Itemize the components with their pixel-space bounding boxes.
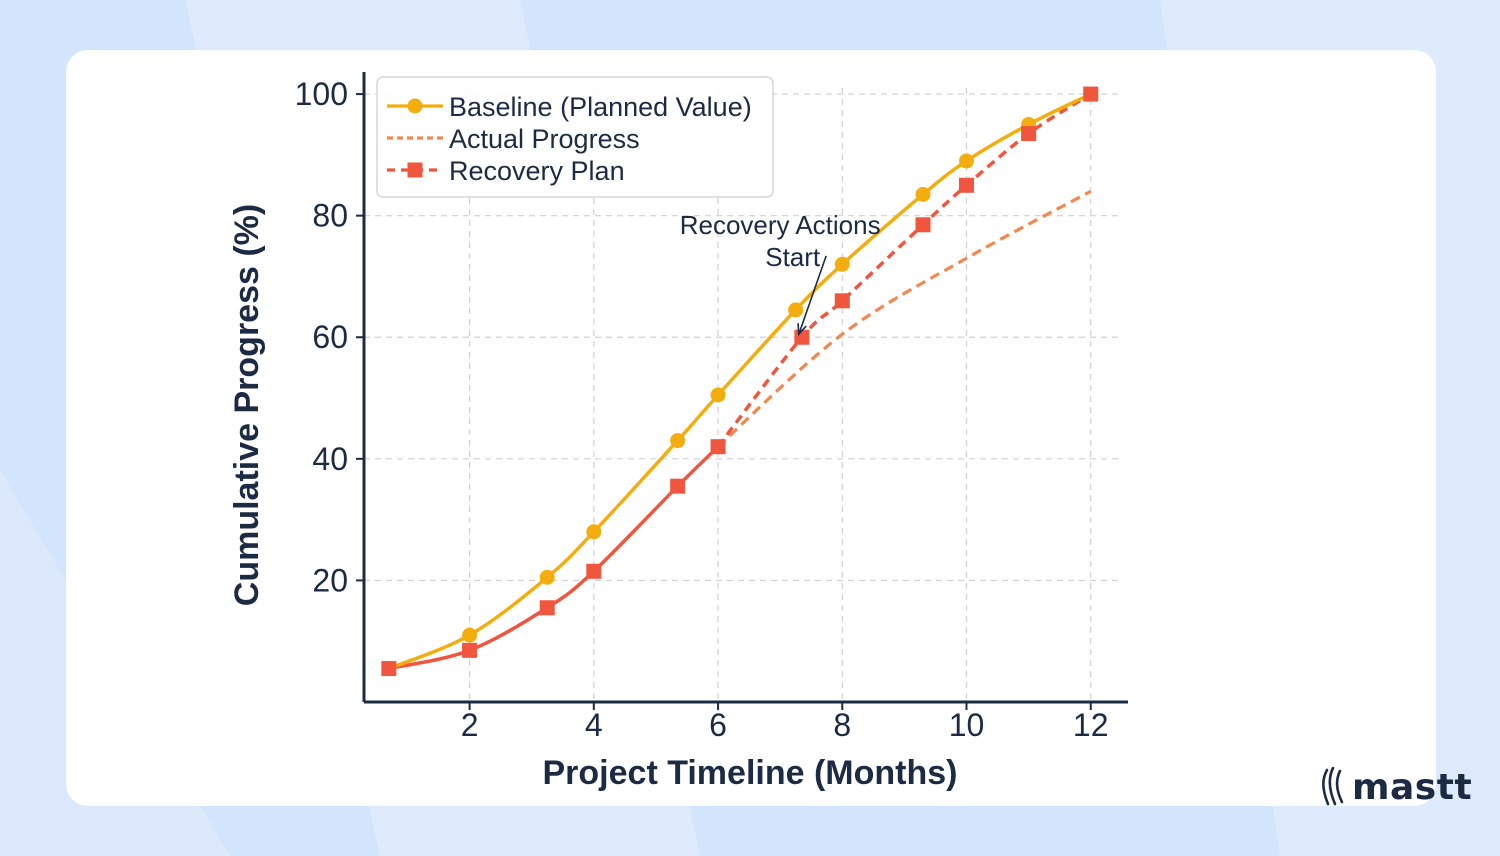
x-tick-label: 2 [461, 707, 479, 743]
x-tick-label: 10 [949, 707, 985, 743]
y-tick-label: 20 [312, 562, 348, 598]
annotation-line: Start [765, 242, 821, 272]
recovery-marker [1021, 126, 1037, 142]
y-tick-label: 80 [312, 198, 348, 234]
baseline-marker [915, 186, 931, 202]
legend-label: Baseline (Planned Value) [449, 92, 752, 122]
annotation-arrow-line [798, 255, 827, 335]
annotation-text: Recovery Actions Start [680, 210, 881, 272]
baseline-marker [788, 302, 804, 318]
actual-marker [710, 439, 726, 455]
annotation-layer: Recovery Actions Start [680, 210, 881, 337]
series-layer [381, 86, 1099, 677]
chart-card: 2 4 6 8 10 12 20 40 60 80 100 Project Timeline (Mon… [66, 50, 1472, 808]
annotation-line: Recovery Actions [680, 210, 881, 240]
legend-swatch-marker [407, 98, 423, 114]
recovery-marker [959, 177, 975, 193]
actual-projection-line [716, 189, 1092, 448]
recovery-marker [1083, 86, 1099, 102]
y-tick-label: 100 [295, 76, 348, 112]
recovery-marker [834, 293, 850, 309]
recovery-marker [794, 329, 810, 345]
axes: 2 4 6 8 10 12 20 40 60 80 100 Project Timeline (Mon… [228, 72, 1128, 792]
baseline-marker [539, 569, 555, 585]
actual-marker [670, 478, 686, 494]
progress-chart: 2 4 6 8 10 12 20 40 60 80 100 Project Timeline (Mon… [228, 72, 1128, 792]
actual-marker [539, 600, 555, 616]
x-tick-label: 12 [1073, 707, 1109, 743]
mastt-flame-icon [1322, 767, 1344, 806]
x-tick-label: 8 [833, 707, 851, 743]
x-tick-label: 6 [709, 707, 727, 743]
actual-marker [586, 563, 602, 579]
baseline-marker [462, 627, 478, 643]
legend-label: Actual Progress [449, 124, 640, 154]
x-tick-label: 4 [585, 707, 603, 743]
legend: Baseline (Planned Value)Actual ProgressR… [376, 76, 774, 198]
baseline-marker [586, 524, 602, 540]
actual-progress-line [388, 445, 720, 671]
y-tick-label: 40 [312, 441, 348, 477]
actual-marker [381, 661, 397, 677]
legend-box [376, 76, 774, 198]
recovery-marker [915, 217, 931, 233]
baseline-marker [834, 256, 850, 272]
annotation-arrow-head [797, 323, 807, 337]
legend-swatch-marker [407, 162, 423, 178]
baseline-marker [670, 433, 686, 449]
mastt-logo: mastt [1318, 764, 1472, 810]
baseline-marker [710, 387, 726, 403]
x-axis-label: Project Timeline (Months) [543, 754, 958, 792]
legend-label: Recovery Plan [449, 156, 625, 186]
baseline-marker [959, 153, 975, 169]
actual-marker [462, 642, 478, 658]
brand-name: mastt [1352, 766, 1473, 808]
y-tick-label: 60 [312, 319, 348, 355]
y-axis-label: Cumulative Progress (%) [228, 204, 266, 606]
